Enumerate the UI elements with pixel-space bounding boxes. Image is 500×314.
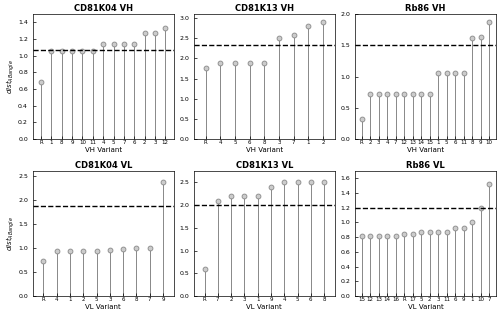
X-axis label: VL Variant: VL Variant — [408, 304, 444, 310]
Title: CD81K13 VL: CD81K13 VL — [236, 161, 293, 170]
X-axis label: VH Variant: VH Variant — [246, 147, 283, 153]
Y-axis label: $dist_{ABangle}$: $dist_{ABangle}$ — [4, 59, 16, 94]
Y-axis label: $dist_{ABangle}$: $dist_{ABangle}$ — [4, 216, 16, 251]
Title: CD81K04 VH: CD81K04 VH — [74, 4, 132, 13]
X-axis label: VL Variant: VL Variant — [246, 304, 282, 310]
Title: Rb86 VL: Rb86 VL — [406, 161, 445, 170]
X-axis label: VH Variant: VH Variant — [84, 147, 122, 153]
X-axis label: VH Variant: VH Variant — [407, 147, 444, 153]
X-axis label: VL Variant: VL Variant — [86, 304, 121, 310]
Title: CD81K13 VH: CD81K13 VH — [235, 4, 294, 13]
Title: CD81K04 VL: CD81K04 VL — [74, 161, 132, 170]
Title: Rb86 VH: Rb86 VH — [405, 4, 446, 13]
